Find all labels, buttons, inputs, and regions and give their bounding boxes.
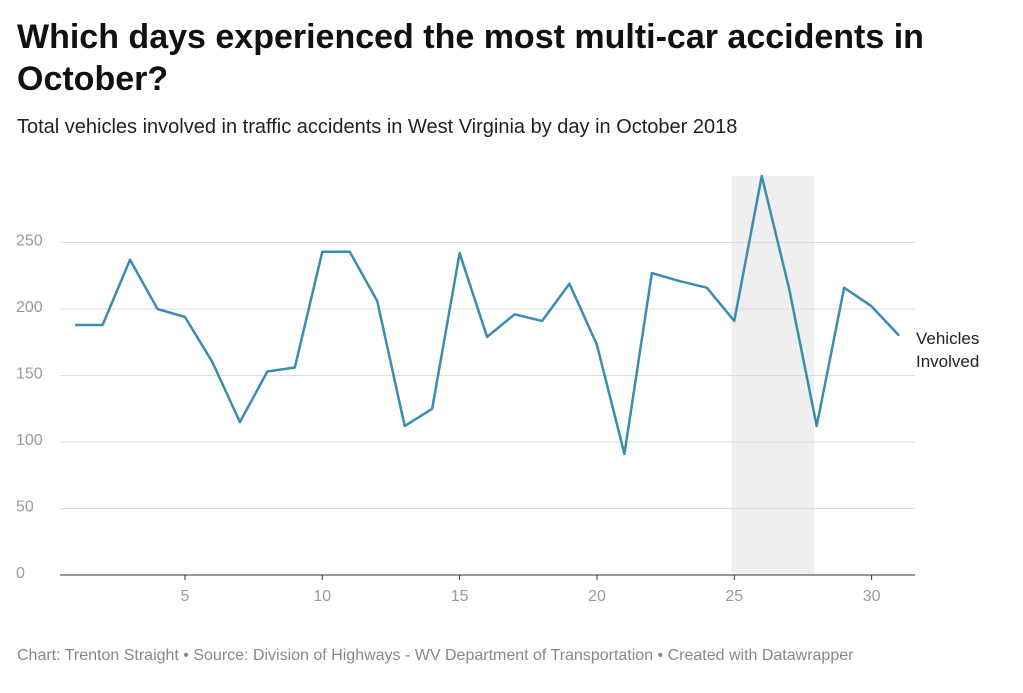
footer: Chart: Trenton Straight • Source: Divisi… xyxy=(17,647,854,664)
data-line xyxy=(75,174,900,456)
chart-subtitle: Total vehicles involved in traffic accid… xyxy=(17,116,738,138)
x-tick-label: 20 xyxy=(588,588,606,605)
y-tick-label: 150 xyxy=(16,366,43,383)
chart-title: Which days experienced the most multi-ca… xyxy=(17,18,924,98)
x-tick-label: 5 xyxy=(181,588,190,605)
x-tick-label: 10 xyxy=(313,588,331,605)
series-label: Vehicles Involved xyxy=(916,329,980,371)
x-tick-label: 25 xyxy=(725,588,743,605)
y-tick-label: 0 xyxy=(16,565,25,582)
y-tick-label: 250 xyxy=(16,233,43,250)
y-tick-label: 100 xyxy=(16,432,43,449)
y-tick-label: 50 xyxy=(16,499,34,516)
y-tick-label: 200 xyxy=(16,299,43,316)
x-tick-label: 15 xyxy=(451,588,469,605)
x-tick-label: 30 xyxy=(863,588,881,605)
